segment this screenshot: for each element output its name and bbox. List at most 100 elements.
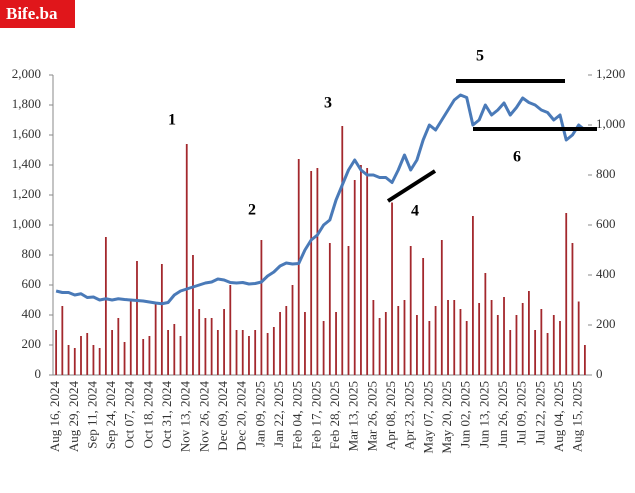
x-tick-label: Aug 15, 2025: [570, 381, 585, 452]
bar: [509, 330, 512, 375]
bar: [154, 303, 157, 375]
bar: [378, 318, 381, 375]
annotation: 5: [476, 48, 484, 65]
bar: [403, 300, 406, 375]
bar: [192, 255, 194, 375]
bar: [210, 318, 213, 375]
x-tick-label: May 20, 2025: [439, 381, 454, 454]
bar: [478, 303, 481, 375]
bar: [67, 345, 70, 375]
bar: [179, 336, 182, 375]
bar: [142, 339, 145, 375]
annotation: 3: [324, 95, 332, 112]
bar: [148, 336, 151, 375]
bar: [565, 213, 568, 375]
bar: [185, 144, 188, 375]
bar: [484, 273, 487, 375]
y2-tick-label: 200: [596, 316, 616, 331]
y-tick-label: 1,400: [12, 156, 41, 171]
bar: [577, 301, 580, 375]
chart-title: Bife.ba: [6, 4, 58, 23]
bar: [279, 312, 281, 375]
x-tick-label: Jul 22, 2025: [532, 381, 547, 445]
bar: [86, 333, 89, 375]
y-tick-label: 800: [22, 246, 42, 261]
annotation: 1: [168, 112, 176, 129]
bar: [341, 126, 344, 375]
bar: [459, 309, 462, 375]
annotation: 6: [513, 149, 521, 166]
bar: [496, 315, 499, 375]
bar: [216, 330, 219, 375]
y2-tick-label: 600: [596, 216, 616, 231]
x-tick-label: Dec 09, 2024: [215, 381, 230, 451]
x-tick-label: Aug 16, 2024: [47, 381, 62, 453]
bar: [241, 330, 244, 375]
x-tick-label: Apr 23, 2025: [402, 381, 417, 450]
y2-tick-label: 400: [596, 266, 616, 281]
bar: [98, 348, 101, 375]
bar: [129, 300, 132, 375]
bar: [136, 261, 138, 375]
bar: [297, 159, 300, 375]
bar: [285, 306, 288, 375]
bar: [490, 300, 493, 375]
x-tick-label: Aug 04, 2025: [551, 381, 566, 452]
bar: [316, 168, 319, 375]
x-tick-label: May 07, 2025: [420, 381, 435, 454]
bar: [384, 312, 387, 375]
bar: [117, 318, 120, 375]
x-tick-label: Sep 24, 2024: [103, 381, 118, 450]
x-tick-label: Feb 28, 2025: [327, 381, 342, 449]
bar: [559, 321, 561, 375]
bar: [223, 309, 225, 375]
bar: [534, 330, 537, 375]
x-tick-label: Jun 02, 2025: [458, 381, 473, 448]
bar: [465, 321, 468, 375]
x-tick-label: Mar 13, 2025: [346, 381, 361, 451]
x-tick-label: Apr 08, 2025: [383, 381, 398, 450]
bar: [55, 330, 58, 375]
y-tick-label: 400: [22, 306, 42, 321]
bar: [453, 300, 456, 375]
x-tick-label: Feb 04, 2025: [290, 381, 305, 449]
bar: [391, 202, 393, 375]
bar: [335, 312, 337, 375]
bar: [111, 330, 113, 375]
x-tick-label: Sep 11, 2024: [84, 381, 99, 449]
bar: [291, 285, 294, 375]
x-tick-label: Jun 13, 2025: [476, 381, 491, 448]
x-tick-label: Nov 13, 2024: [178, 381, 193, 453]
bar: [447, 300, 449, 375]
bar: [472, 216, 474, 375]
bar: [372, 300, 375, 375]
price-line: [55, 93, 586, 306]
bar: [328, 243, 331, 375]
y2-tick-label: 800: [596, 166, 616, 181]
x-tick-label: Oct 31, 2024: [159, 381, 174, 449]
x-tick-label: Jul 09, 2025: [514, 381, 529, 445]
bar: [428, 321, 431, 375]
bar: [409, 246, 412, 375]
y-tick-label: 0: [35, 366, 42, 381]
bar: [61, 306, 64, 375]
bar: [583, 345, 586, 375]
bar: [173, 324, 176, 375]
bar: [347, 246, 350, 375]
bar: [366, 168, 369, 375]
bar: [260, 240, 263, 375]
bar: [552, 315, 555, 375]
bar: [266, 333, 269, 375]
bar: [248, 336, 250, 375]
y-tick-label: 600: [22, 276, 42, 291]
bar: [546, 333, 549, 375]
x-tick-label: Mar 26, 2025: [364, 381, 379, 451]
bar: [515, 315, 518, 375]
y-tick-label: 1,000: [12, 216, 41, 231]
x-tick-label: Jun 26, 2025: [495, 381, 510, 448]
bar: [434, 306, 437, 375]
bar: [80, 336, 82, 375]
bar: [198, 309, 201, 375]
x-tick-label: Oct 18, 2024: [140, 381, 155, 449]
x-tick-label: Oct 07, 2024: [122, 381, 137, 449]
